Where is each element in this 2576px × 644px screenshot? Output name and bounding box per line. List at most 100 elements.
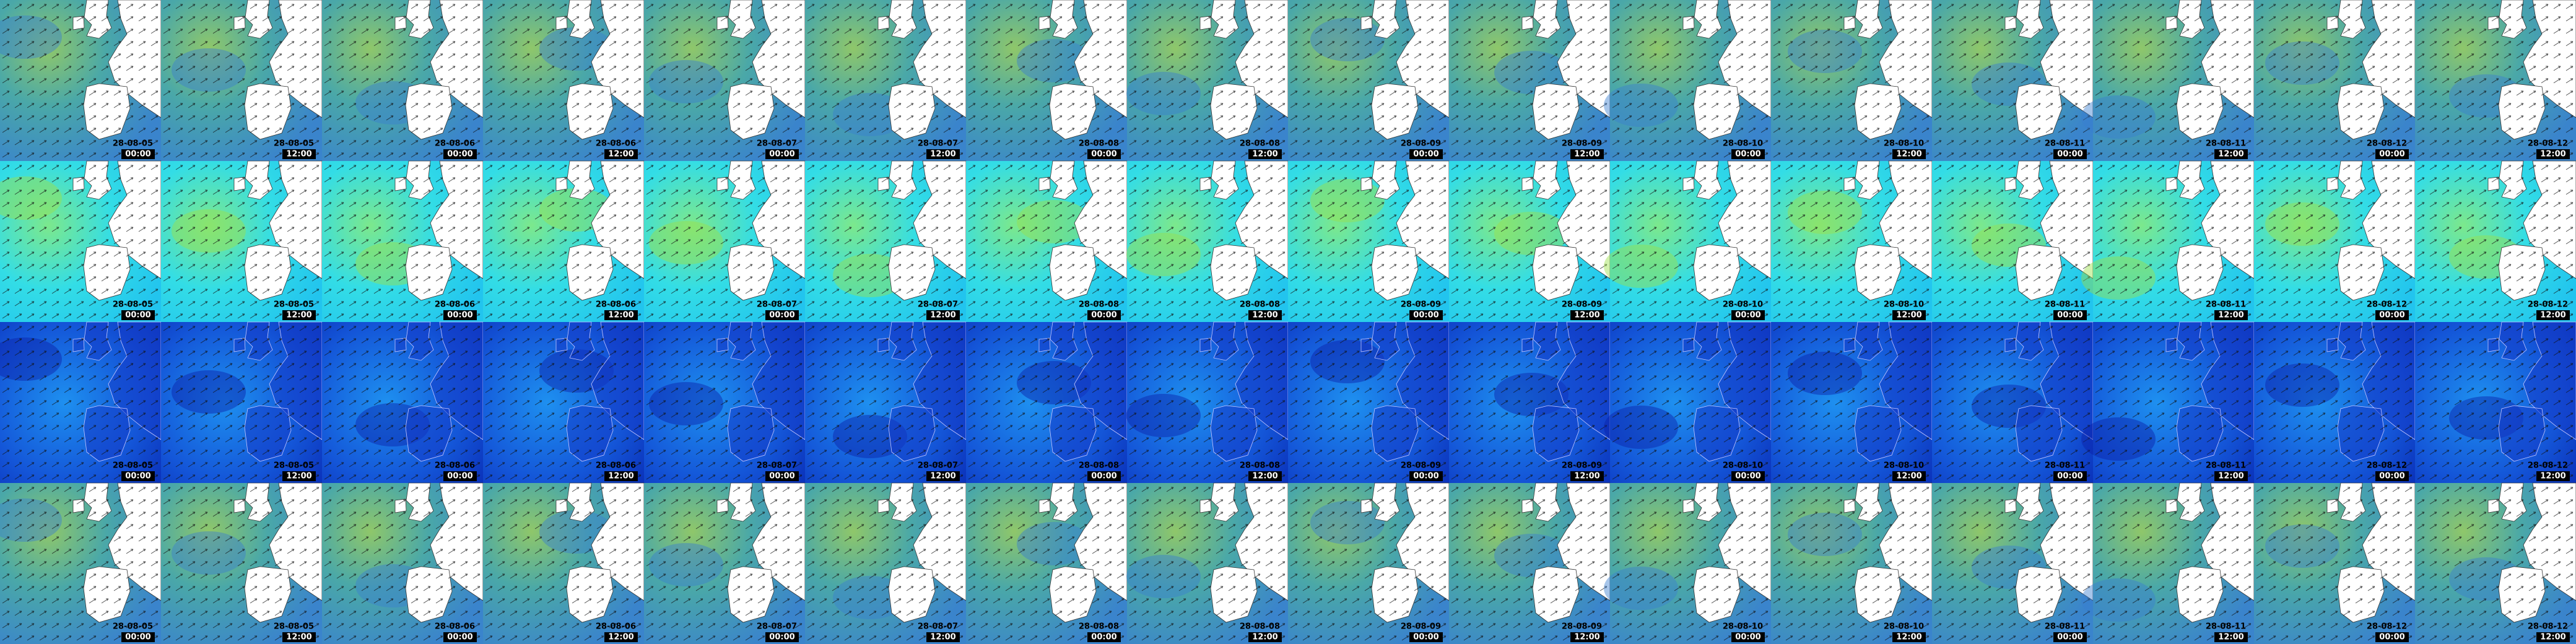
time-box — [765, 310, 799, 320]
tile-date: 28-08-10 — [1723, 461, 1763, 471]
tile-date: 28-08-07 — [918, 139, 958, 149]
tile-date: 28-08-09 — [1401, 461, 1441, 471]
wind-arrows — [2254, 161, 2415, 322]
time-box — [121, 310, 155, 320]
tile-date: 28-08-06 — [596, 622, 636, 632]
time-box — [604, 471, 638, 481]
time-box — [2214, 471, 2248, 481]
tile-time: 12:00 — [930, 633, 955, 642]
tile-time: 00:00 — [769, 311, 794, 320]
tile-date: 28-08-10 — [1884, 300, 1924, 310]
wind-arrows — [966, 161, 1127, 322]
wind-arrows — [483, 161, 644, 322]
tile-date: 28-08-10 — [1723, 622, 1763, 632]
wind-arrows — [805, 483, 966, 644]
tile-time: 00:00 — [2057, 472, 2082, 481]
tile-time: 00:00 — [1091, 472, 1116, 481]
tile-time: 12:00 — [1252, 311, 1277, 320]
tile-time: 00:00 — [1413, 311, 1438, 320]
tile-time: 00:00 — [2057, 311, 2082, 320]
tile-date: 28-08-05 — [113, 300, 153, 310]
tile-time: 00:00 — [447, 311, 472, 320]
time-box — [282, 310, 316, 320]
tile-date: 28-08-08 — [1240, 139, 1280, 149]
time-box — [121, 471, 155, 481]
tile-time: 12:00 — [1574, 311, 1599, 320]
wind-arrows — [1288, 0, 1449, 161]
wind-arrows — [1288, 161, 1449, 322]
tile-date: 28-08-12 — [2367, 622, 2407, 632]
tile-date: 28-08-10 — [1723, 139, 1763, 149]
tile-date: 28-08-10 — [1723, 300, 1763, 310]
wind-arrows — [0, 483, 161, 644]
time-box — [282, 149, 316, 159]
time-box — [1570, 149, 1604, 159]
tile-date: 28-08-10 — [1884, 461, 1924, 471]
time-box — [1731, 632, 1765, 642]
time-box — [1731, 149, 1765, 159]
tile-time: 00:00 — [1735, 472, 1760, 481]
wind-arrows — [322, 0, 483, 161]
tile-date: 28-08-12 — [2528, 461, 2568, 471]
time-box — [2053, 632, 2087, 642]
wind-arrows — [966, 322, 1127, 483]
tile-time: 12:00 — [1896, 311, 1921, 320]
tile-time: 00:00 — [2379, 150, 2404, 159]
tile-date: 28-08-09 — [1401, 300, 1441, 310]
wind-arrows — [2415, 322, 2576, 483]
tile-time: 00:00 — [125, 633, 150, 642]
wind-arrows — [1932, 322, 2093, 483]
time-box — [1409, 149, 1443, 159]
tile-date: 28-08-08 — [1240, 622, 1280, 632]
tile-time: 00:00 — [447, 472, 472, 481]
wind-arrows — [1127, 0, 1288, 161]
wind-arrows — [1127, 161, 1288, 322]
time-box — [1892, 632, 1926, 642]
time-box — [282, 632, 316, 642]
time-box — [1570, 310, 1604, 320]
tile-date: 28-08-05 — [274, 461, 314, 471]
tile-date: 28-08-11 — [2045, 461, 2085, 471]
wind-arrows — [2093, 0, 2254, 161]
time-box — [2536, 471, 2570, 481]
tile-date: 28-08-12 — [2367, 300, 2407, 310]
time-box — [2214, 310, 2248, 320]
time-box — [926, 310, 960, 320]
wind-arrows — [966, 483, 1127, 644]
tile-date: 28-08-09 — [1562, 622, 1602, 632]
wind-arrows — [2254, 483, 2415, 644]
time-box — [604, 149, 638, 159]
time-box — [926, 149, 960, 159]
wind-arrows — [1127, 483, 1288, 644]
wind-arrows — [483, 322, 644, 483]
